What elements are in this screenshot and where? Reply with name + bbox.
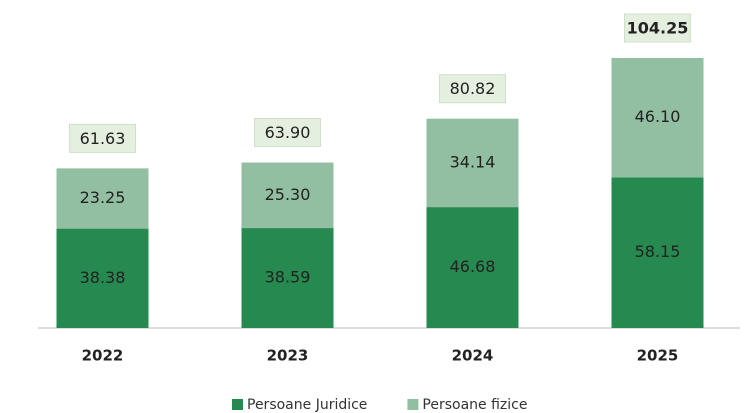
bar-segment (56, 168, 149, 229)
value-label: 34.14 (450, 152, 496, 171)
legend-label: Persoane fizice (422, 397, 527, 413)
value-label: 25.30 (265, 185, 311, 204)
x-tick-label: 2022 (82, 347, 124, 365)
legend-swatch (407, 399, 419, 410)
total-label: 63.90 (265, 123, 311, 142)
bar-segment (426, 207, 519, 328)
total-box (624, 13, 691, 43)
total-label: 61.63 (80, 129, 126, 148)
bar-segment (241, 228, 334, 328)
total-box (69, 123, 136, 153)
x-tick-label: 2024 (452, 347, 494, 365)
bar-segment (56, 228, 149, 328)
bar-segment (611, 177, 704, 328)
value-label: 23.25 (80, 188, 126, 207)
value-label: 38.59 (265, 268, 311, 287)
legend-swatch (232, 399, 243, 410)
bar-segment (241, 162, 334, 229)
legend-label: Persoane Juridice (247, 397, 367, 413)
total-label: 80.82 (450, 79, 496, 98)
total-label: 104.25 (627, 19, 689, 38)
value-label: 38.38 (80, 268, 126, 287)
bar-segment (611, 58, 704, 178)
value-label: 46.10 (635, 107, 681, 126)
bar-segment (426, 118, 519, 208)
value-label: 46.68 (450, 257, 496, 276)
total-box (254, 118, 321, 148)
total-box (439, 74, 506, 104)
x-tick-label: 2023 (267, 347, 309, 365)
value-label: 58.15 (635, 242, 681, 261)
x-tick-label: 2025 (637, 347, 679, 365)
